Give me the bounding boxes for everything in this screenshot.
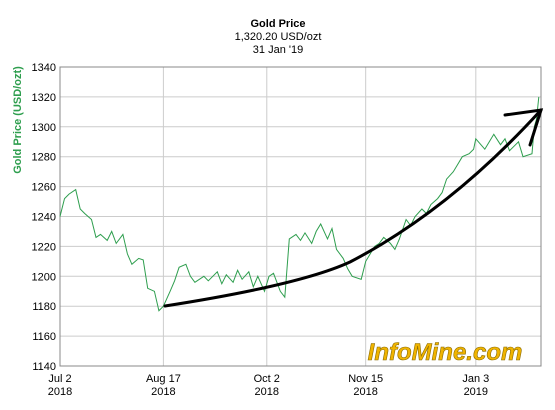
chart-subtitle: 1,320.20 USD/ozt <box>235 31 322 43</box>
date-label: 31 Jan '19 <box>253 44 303 56</box>
y-tick-label: 1180 <box>32 301 56 313</box>
chart-title: Gold Price <box>250 18 305 30</box>
trend-curve <box>163 108 543 308</box>
y-tick-label: 1220 <box>32 241 56 253</box>
y-tick-label: 1140 <box>32 361 56 373</box>
arrow-head <box>503 108 544 147</box>
y-tick-label: 1280 <box>32 152 56 164</box>
trend-arrow <box>163 108 544 308</box>
y-axis-label: Gold Price (USD/ozt) <box>12 66 24 174</box>
x-tick-label: Jan 3 2019 <box>462 373 490 398</box>
y-tick-label: 1300 <box>32 122 56 134</box>
line <box>59 96 540 312</box>
grid <box>59 66 541 367</box>
x-tick-label: Aug 17 2018 <box>145 373 181 398</box>
y-tick-label: 1320 <box>32 92 56 104</box>
series <box>59 96 540 312</box>
x-tick-label: Jul 2 2018 <box>47 373 73 398</box>
watermark: InfoMine.com <box>368 339 523 366</box>
y-tick-label: 1160 <box>32 331 56 343</box>
x-tick-label: Nov 15 2018 <box>348 373 384 398</box>
x-tick-label: Oct 2 2018 <box>253 373 280 398</box>
y-tick-label: 1200 <box>32 271 56 283</box>
y-tick-label: 1240 <box>32 212 56 224</box>
y-tick-label: 1340 <box>32 62 56 74</box>
y-tick-label: 1260 <box>32 182 56 194</box>
